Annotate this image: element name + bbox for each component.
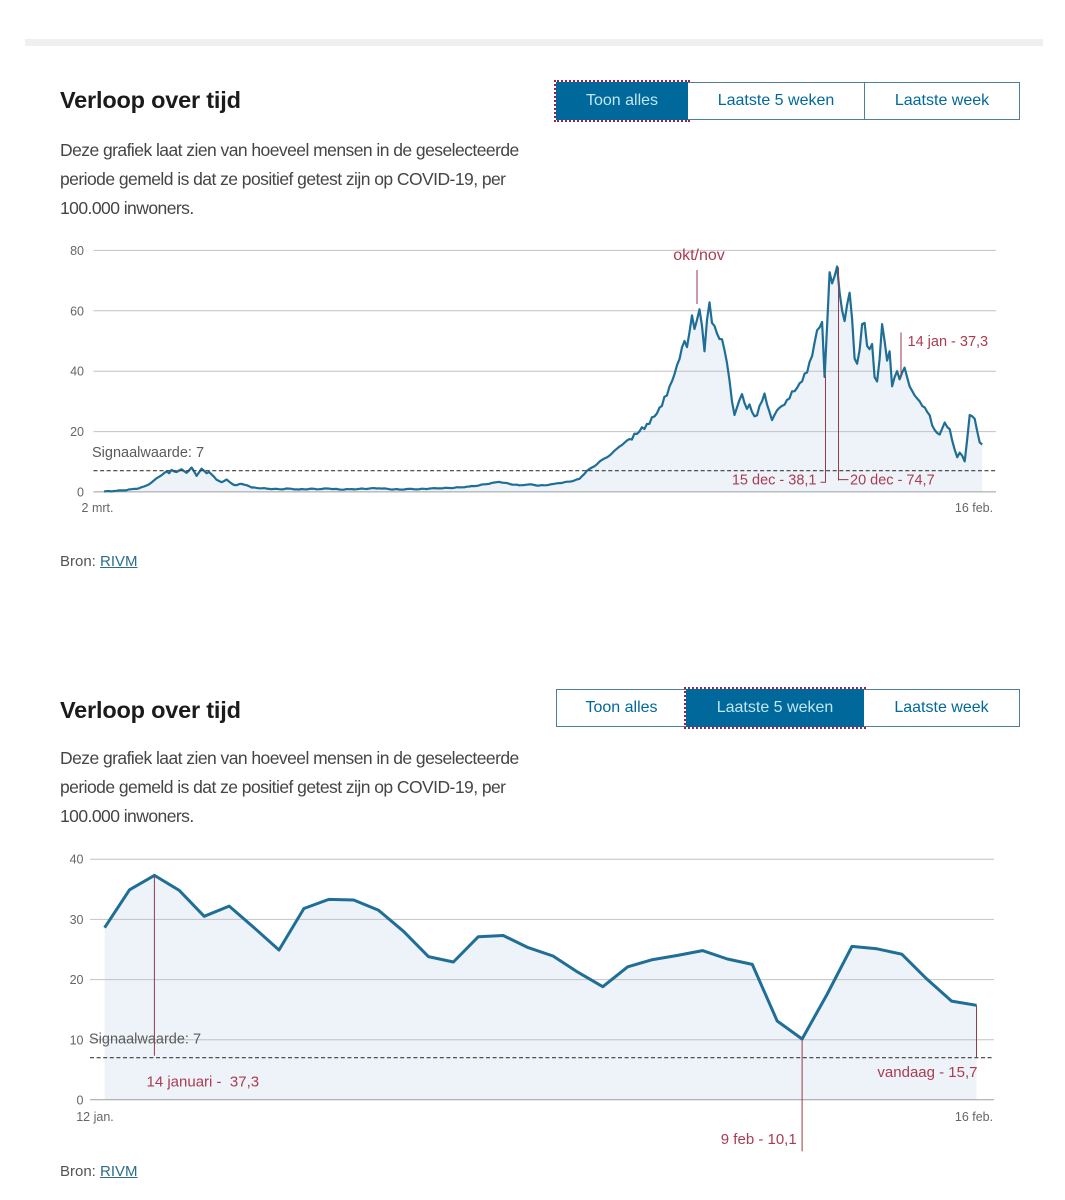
svg-text:20: 20 bbox=[70, 425, 84, 439]
svg-text:okt/nov: okt/nov bbox=[673, 247, 725, 264]
svg-text:30: 30 bbox=[70, 913, 84, 927]
svg-text:0: 0 bbox=[77, 485, 84, 499]
svg-text:9 feb - 10,1: 9 feb - 10,1 bbox=[721, 1131, 797, 1148]
svg-text:10: 10 bbox=[70, 1033, 84, 1047]
svg-text:60: 60 bbox=[70, 304, 84, 318]
svg-text:0: 0 bbox=[77, 1093, 84, 1107]
svg-text:80: 80 bbox=[70, 244, 84, 258]
svg-text:14 januari - 37,3: 14 januari - 37,3 bbox=[147, 1074, 260, 1091]
svg-text:Signaalwaarde: 7: Signaalwaarde: 7 bbox=[92, 445, 204, 461]
svg-text:15 dec - 38,1: 15 dec - 38,1 bbox=[732, 473, 817, 489]
svg-text:2 mrt.: 2 mrt. bbox=[82, 501, 114, 515]
svg-text:16 feb.: 16 feb. bbox=[955, 501, 993, 515]
svg-text:vandaag - 15,7: vandaag - 15,7 bbox=[877, 1064, 977, 1081]
svg-text:12 jan.: 12 jan. bbox=[76, 1110, 114, 1124]
svg-text:14 jan - 37,3: 14 jan - 37,3 bbox=[908, 334, 989, 350]
svg-text:16 feb.: 16 feb. bbox=[955, 1110, 993, 1124]
svg-text:40: 40 bbox=[70, 365, 84, 379]
svg-text:40: 40 bbox=[70, 853, 84, 867]
svg-text:Signaalwaarde: 7: Signaalwaarde: 7 bbox=[89, 1032, 201, 1048]
svg-text:20 dec - 74,7: 20 dec - 74,7 bbox=[850, 473, 935, 489]
svg-text:20: 20 bbox=[70, 973, 84, 987]
